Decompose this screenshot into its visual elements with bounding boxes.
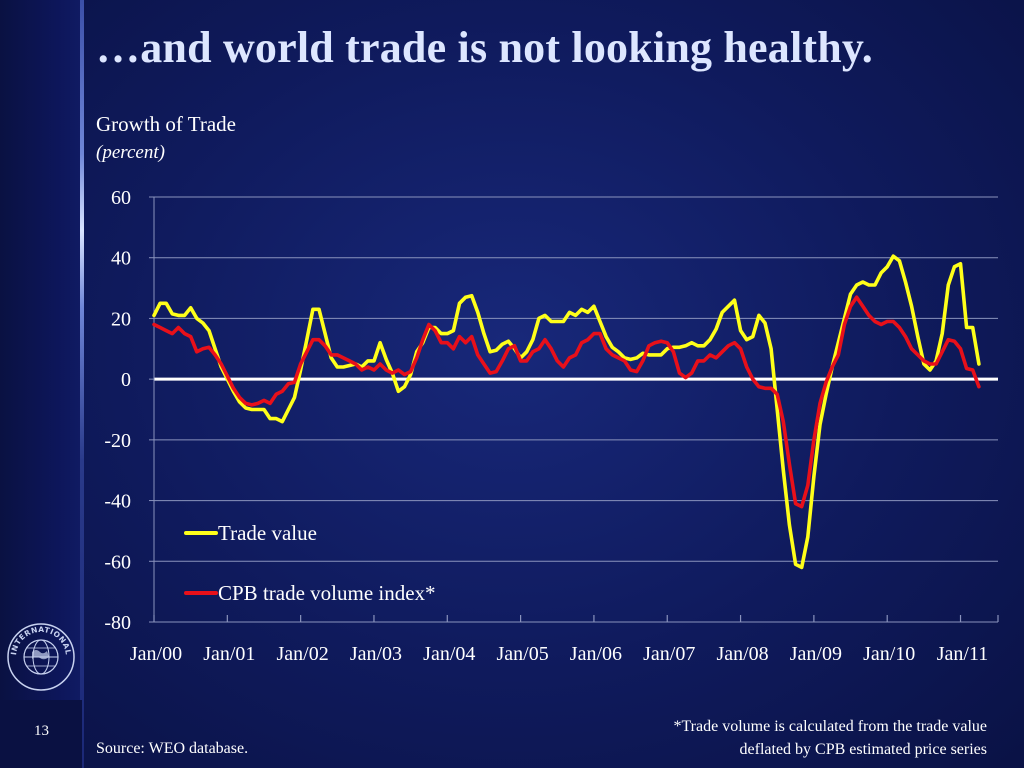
y-tick-label-6: -60 — [104, 551, 131, 573]
imf-logo-icon: INTERNATIONAL — [7, 623, 75, 691]
chart-title: Growth of Trade — [96, 112, 236, 136]
legend-label-cpb-volume: CPB trade volume index* — [218, 581, 436, 605]
x-tick-label-4: Jan/04 — [423, 643, 475, 665]
x-tick-label-0: Jan/00 — [130, 643, 182, 665]
y-tick-label-2: 20 — [111, 308, 131, 330]
y-tick-label-0: 60 — [111, 187, 131, 209]
slide-number-box — [0, 700, 82, 768]
footnote-line-1: *Trade volume is calculated from the tra… — [673, 718, 987, 735]
x-tick-label-1: Jan/01 — [203, 643, 255, 665]
x-tick-label-9: Jan/09 — [790, 643, 842, 665]
gridlines — [154, 196, 998, 623]
footnote: *Trade volume is calculated from the tra… — [673, 715, 987, 761]
x-tick-label-7: Jan/07 — [643, 643, 695, 665]
footnote-line-2: deflated by CPB estimated price series — [739, 741, 987, 758]
slide-number: 13 — [34, 723, 49, 739]
legend-label-trade-value: Trade value — [218, 521, 317, 545]
y-tick-label-1: 40 — [111, 248, 131, 270]
y-tick-label-3: 0 — [121, 369, 131, 391]
x-tick-label-11: Jan/11 — [937, 643, 988, 665]
x-tick-label-6: Jan/06 — [570, 643, 622, 665]
x-tick-label-8: Jan/08 — [716, 643, 768, 665]
series-line-cpb-volume — [152, 295, 981, 509]
slide-title: …and world trade is not looking healthy. — [96, 23, 873, 72]
legend: Trade value CPB trade volume index* — [184, 521, 436, 605]
source-note: Source: WEO database. — [96, 740, 249, 757]
axes: 60 40 20 0 -20 -40 -60 -80 Jan/00 Jan/01 Jan/02 Jan… — [104, 187, 999, 665]
chart-subtitle: (percent) — [96, 142, 165, 163]
series-line-trade-value — [152, 254, 981, 570]
y-tick-label-4: -20 — [104, 430, 131, 452]
x-tick-label-2: Jan/02 — [277, 643, 329, 665]
left-band-highlight — [80, 0, 84, 768]
x-tick-label-5: Jan/05 — [496, 643, 548, 665]
y-tick-label-5: -40 — [104, 491, 131, 513]
x-tick-label-10: Jan/10 — [863, 643, 915, 665]
series-lines — [152, 254, 981, 570]
x-tick-label-3: Jan/03 — [350, 643, 402, 665]
y-tick-label-7: -80 — [104, 612, 131, 634]
